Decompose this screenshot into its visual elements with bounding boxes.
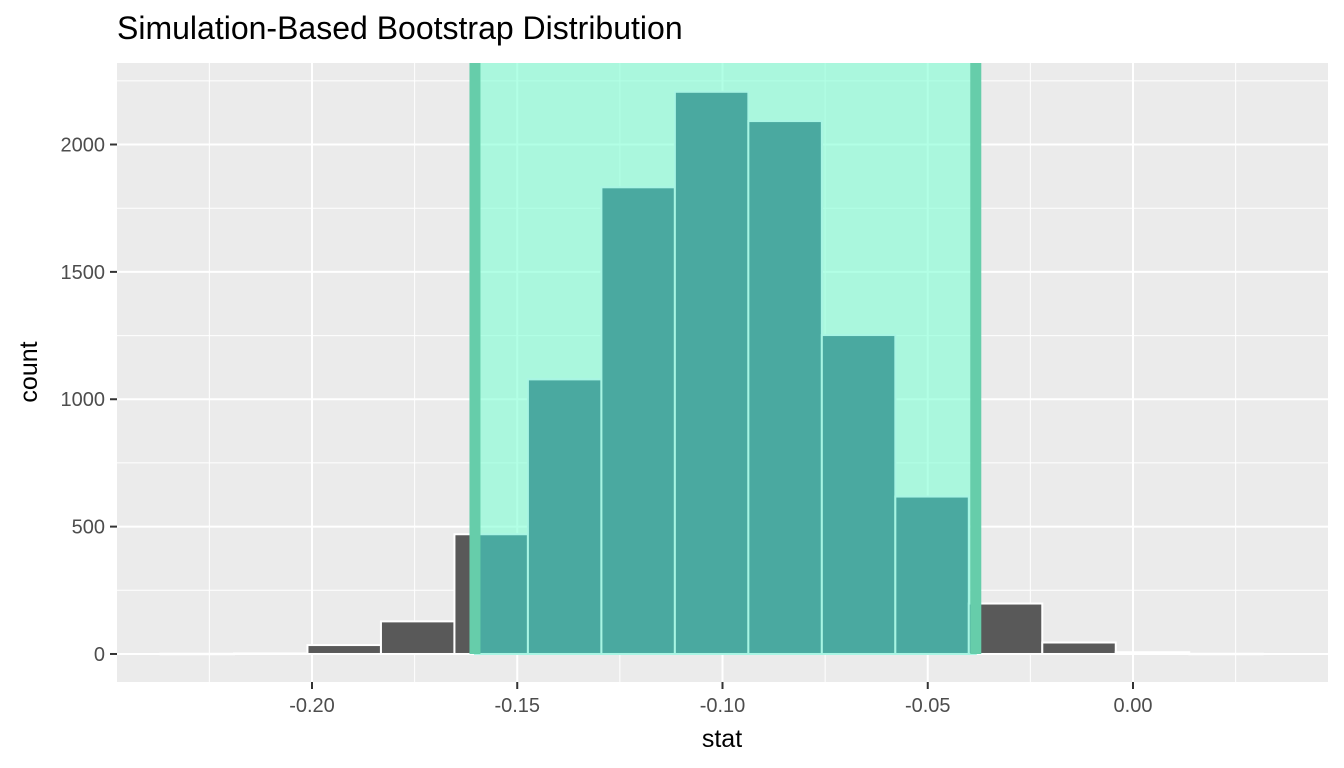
ci-histogram-bar [600, 186, 676, 655]
y-tick-label: 1000 [61, 389, 106, 411]
x-tick-label: -0.15 [494, 695, 540, 717]
confidence-interval-borders [469, 63, 982, 654]
histogram-bar [379, 620, 456, 655]
y-axis: 0 500 1000 1500 2000 [61, 135, 117, 666]
ci-histogram-bar [747, 120, 823, 655]
histogram-bar [1114, 651, 1191, 655]
ci-histogram-bar [673, 90, 750, 655]
chart-title: Simulation-Based Bootstrap Distribution [117, 10, 683, 46]
y-axis-title: count [15, 341, 43, 402]
y-tick-label: 2000 [61, 135, 106, 157]
x-tick-label: -0.05 [905, 695, 951, 717]
confidence-interval-bars [473, 90, 977, 655]
histogram-bar [159, 652, 235, 656]
y-tick-label: 500 [72, 517, 105, 539]
x-tick-label: -0.10 [700, 695, 746, 717]
x-tick-label: 0.00 [1114, 695, 1153, 717]
ci-histogram-bar [820, 334, 897, 655]
ci-histogram-bar [526, 378, 603, 655]
y-tick-label: 1500 [61, 262, 106, 284]
histogram-bar [232, 652, 309, 655]
x-tick-label: -0.20 [289, 695, 335, 717]
y-tick-label: 0 [94, 644, 105, 666]
ci-histogram-bar [473, 533, 529, 655]
histogram-bar [1188, 652, 1264, 656]
histogram-bar [306, 644, 382, 655]
ci-histogram-bar [894, 495, 970, 655]
x-axis-title: stat [702, 725, 742, 753]
x-axis: -0.20 -0.15 -0.10 -0.05 0.00 [289, 682, 1152, 717]
histogram-bar [1041, 641, 1117, 655]
